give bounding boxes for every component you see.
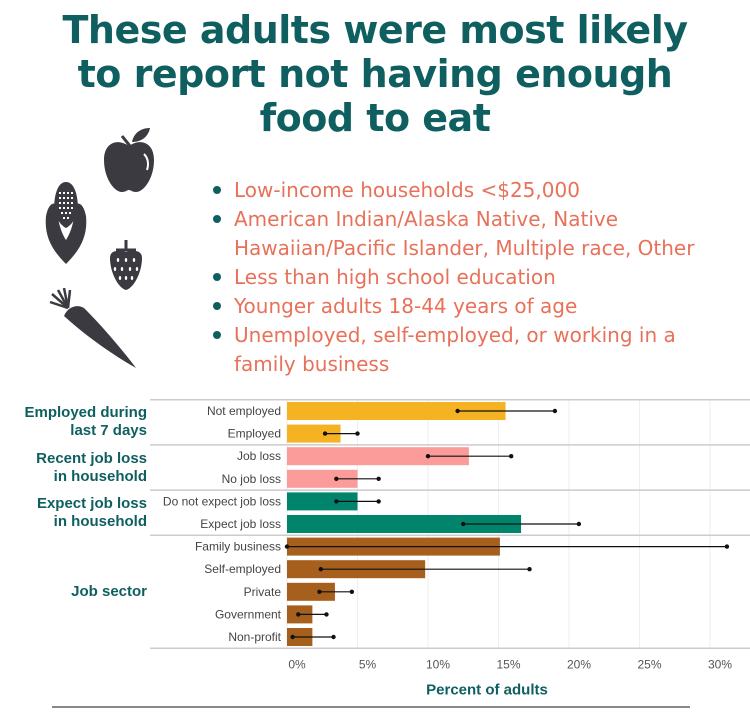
bar — [287, 469, 358, 488]
page-title: These adults were most likely to report … — [0, 8, 750, 140]
category-label: Non-profit — [228, 630, 281, 644]
bullet-icon — [213, 273, 221, 281]
error-bar-low — [290, 634, 295, 640]
finding-text: Unemployed, self-employed, or working in… — [234, 323, 676, 376]
group-label: Employed during last 7 days — [24, 404, 147, 440]
category-label: Government — [215, 607, 282, 621]
error-bar-low — [334, 476, 339, 481]
error-bar-low — [284, 544, 290, 549]
category-label: No job loss — [222, 472, 281, 486]
x-tick-label: 30% — [708, 657, 732, 671]
bar — [287, 447, 469, 466]
bullet-icon — [213, 186, 221, 194]
x-tick-label: 15% — [496, 657, 520, 671]
finding-item: American Indian/Alaska Native, Native Ha… — [212, 205, 714, 263]
error-bar-high — [376, 476, 381, 481]
error-bar-low — [318, 567, 324, 572]
category-label: Private — [244, 585, 282, 599]
apple-icon — [104, 128, 154, 192]
bottom-divider — [52, 706, 690, 708]
x-tick-label: 10% — [426, 657, 450, 671]
bar — [287, 582, 335, 601]
error-bar-low — [296, 612, 301, 617]
bar — [287, 515, 522, 533]
bullet-icon — [213, 302, 221, 310]
category-label: Family business — [195, 540, 281, 554]
bullet-icon — [213, 331, 221, 339]
strawberry-icon — [110, 240, 142, 290]
group-label-line: Job sector — [71, 582, 147, 600]
error-bar-high — [508, 454, 514, 459]
key-findings-list: Low-income households <$25,000 American … — [212, 176, 714, 379]
group-label-line: Expect job loss — [36, 494, 147, 512]
error-bar-high — [552, 408, 558, 414]
title-line: to report not having enough — [77, 52, 673, 96]
category-label: Employed — [228, 427, 281, 441]
bar-chart: 0% 5% 10% 15% 20% 25% 30% Percent of adults Not … — [150, 398, 750, 698]
x-tick-label: 20% — [567, 657, 591, 671]
error-bar-low — [461, 521, 466, 527]
finding-item: Low-income households <$25,000 — [212, 176, 714, 205]
bar — [287, 492, 358, 511]
group-label: Recent job loss in household — [36, 450, 147, 486]
corn-icon — [45, 182, 87, 264]
error-bar-high — [355, 431, 360, 436]
x-tick-label: 0% — [288, 657, 306, 671]
category-label: Self-employed — [204, 562, 281, 576]
group-label-line: in household — [53, 512, 147, 530]
error-bar-low — [334, 499, 339, 504]
group-label-line: Recent job loss — [36, 449, 147, 467]
error-bar-low — [455, 408, 460, 414]
error-bar-low — [322, 431, 328, 436]
x-tick-label: 5% — [359, 657, 377, 671]
error-bar-high — [331, 634, 336, 640]
error-bar-low — [425, 454, 431, 459]
finding-text: Younger adults 18-44 years of age — [234, 294, 578, 318]
error-bar-high — [724, 544, 730, 549]
finding-item: Unemployed, self-employed, or working in… — [212, 321, 714, 379]
error-bar-high — [349, 589, 355, 594]
category-label: Expect job loss — [200, 517, 281, 531]
carrot-icon — [49, 288, 136, 368]
error-bar-high — [527, 567, 532, 572]
title-line: food to eat — [259, 96, 491, 140]
finding-item: Younger adults 18-44 years of age — [212, 292, 714, 321]
bullet-icon — [213, 215, 221, 223]
category-label: Not employed — [207, 404, 281, 418]
group-label-line: last 7 days — [70, 422, 147, 440]
error-bar-high — [576, 521, 582, 527]
title-line: These adults were most likely — [62, 8, 688, 52]
category-label: Do not expect job loss — [163, 494, 281, 508]
x-tick-label: 25% — [637, 657, 661, 671]
group-label-line: in household — [53, 467, 147, 485]
bar — [287, 402, 506, 420]
group-label: Job sector — [71, 583, 147, 601]
error-bar-high — [324, 612, 329, 617]
group-label-line: Employed during — [24, 404, 147, 422]
error-bar-low — [317, 589, 322, 594]
finding-text: Less than high school education — [234, 265, 556, 289]
group-label: Expect job loss in household — [37, 495, 147, 531]
x-axis-title: Percent of adults — [426, 681, 548, 698]
error-bar-high — [376, 499, 381, 504]
finding-item: Less than high school education — [212, 263, 714, 292]
finding-text: Low-income households <$25,000 — [234, 178, 580, 202]
category-label: Job loss — [237, 449, 281, 463]
finding-text: American Indian/Alaska Native, Native Ha… — [234, 207, 695, 260]
bar — [287, 424, 341, 443]
